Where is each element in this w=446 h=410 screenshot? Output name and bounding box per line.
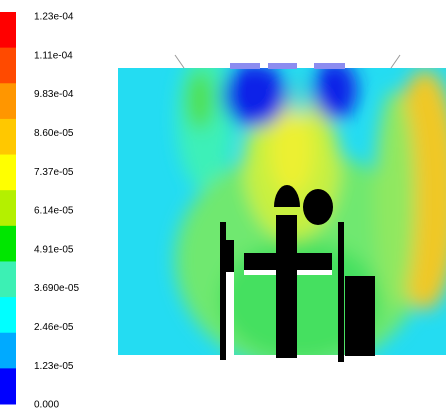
legend-swatch (0, 368, 16, 404)
edge-line (175, 55, 184, 68)
contour-view: 1.23e-04 1.11e-04 9.83e-04 8.60e-05 7.37e-05… (0, 0, 446, 410)
legend-label: 0.000 (34, 400, 59, 410)
legend-swatch (0, 119, 16, 155)
edge-line (391, 55, 400, 68)
gap (226, 272, 234, 356)
legend-swatch (0, 12, 16, 48)
vent (230, 63, 260, 69)
legend-swatch (0, 48, 16, 84)
legend-label: 1.23e-05 (34, 361, 74, 372)
color-legend: 1.23e-04 1.11e-04 9.83e-04 8.60e-05 7.37e-05… (0, 12, 79, 410)
obstacle (226, 240, 234, 272)
legend-swatch (0, 155, 16, 191)
partition (338, 222, 344, 362)
vent (314, 63, 345, 69)
person (276, 215, 297, 358)
legend-swatch (0, 190, 16, 226)
legend-label: 1.11e-04 (34, 50, 73, 61)
legend-swatch (0, 83, 16, 119)
legend-swatch (0, 261, 16, 297)
legend-label: 9.83e-04 (34, 89, 74, 100)
legend-swatch (0, 226, 16, 262)
head (303, 189, 333, 225)
vent (268, 63, 297, 69)
legend-label: 8.60e-05 (34, 128, 74, 139)
legend-label: 6.14e-05 (34, 206, 74, 217)
vents (175, 55, 400, 69)
legend-label: 2.46e-05 (34, 322, 74, 333)
legend-label: 1.23e-04 (34, 12, 74, 23)
cabinet (345, 276, 375, 356)
legend-swatch (0, 297, 16, 333)
legend-swatch (0, 333, 16, 369)
legend-label: 3.690e-05 (34, 283, 79, 294)
legend-label: 7.37e-05 (34, 167, 74, 178)
legend-label: 4.91e-05 (34, 244, 74, 255)
partition (220, 222, 226, 360)
